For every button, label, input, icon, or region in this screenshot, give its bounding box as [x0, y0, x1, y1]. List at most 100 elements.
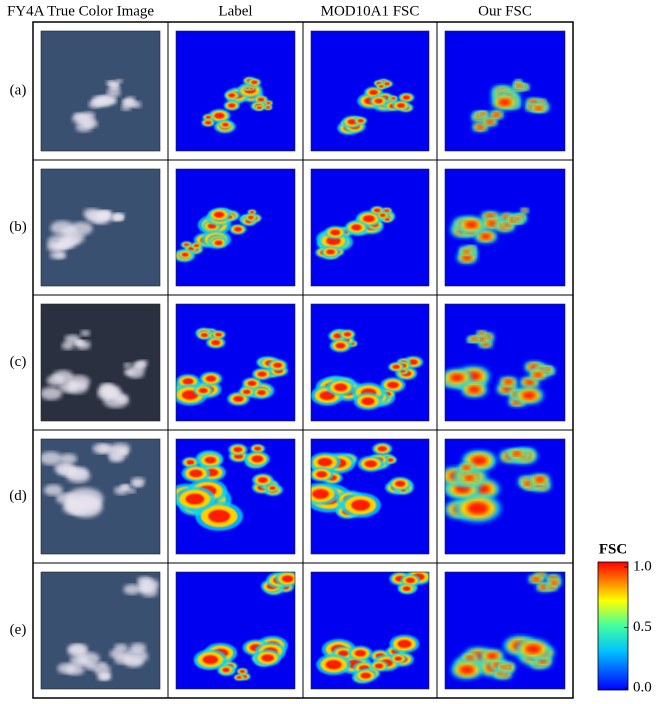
fsc-core: [186, 460, 194, 465]
fsc-map: [441, 304, 565, 421]
fsc-core: [358, 119, 364, 123]
fsc-core: [266, 106, 270, 108]
snow-cover: [123, 363, 132, 368]
fsc-core: [378, 446, 387, 451]
image-content: [445, 169, 565, 286]
fsc-core: [199, 388, 208, 393]
fsc-core: [344, 332, 351, 336]
fsc-core: [201, 333, 208, 337]
fsc-core: [251, 80, 257, 84]
snow-cover: [44, 484, 63, 495]
fsc-core: [206, 376, 216, 382]
image-content: [40, 439, 160, 554]
row-label: (c): [10, 354, 27, 370]
fsc-core: [471, 337, 477, 341]
fsc-core: [459, 666, 474, 675]
image-background: [445, 304, 565, 421]
fsc-core: [211, 340, 220, 345]
colorbar-title: FSC: [599, 541, 627, 557]
fsc-core: [476, 125, 484, 130]
fsc-core: [387, 382, 399, 389]
fsc-core: [254, 447, 261, 451]
snow-cover: [116, 79, 123, 83]
fsc-core: [237, 676, 242, 679]
fsc-core: [186, 494, 205, 505]
fsc-core: [316, 471, 327, 477]
column-header: MOD10A1 FSC: [321, 3, 420, 19]
fsc-core: [228, 103, 236, 107]
fsc-core: [233, 447, 242, 452]
fsc-core: [398, 640, 412, 648]
row-label: (b): [9, 219, 27, 235]
image-grid: [33, 22, 573, 698]
snow-cover: [85, 662, 99, 670]
fsc-core: [463, 250, 469, 254]
fsc-core: [375, 99, 383, 104]
fsc-map: [445, 169, 565, 286]
true-color-image: [40, 304, 160, 421]
snow-cover: [58, 465, 78, 477]
fsc-core: [479, 332, 484, 335]
fsc-map: [311, 304, 429, 421]
fsc-core: [545, 367, 550, 370]
fsc-core: [215, 241, 223, 246]
fsc-core: [532, 577, 540, 582]
fsc-core: [493, 113, 500, 117]
fsc-core: [380, 214, 386, 217]
fsc-core: [535, 106, 543, 110]
fsc-core: [468, 386, 481, 393]
true-color-image: [41, 31, 160, 151]
image-content: [41, 169, 160, 286]
fsc-core: [214, 113, 224, 119]
fsc-core: [481, 112, 486, 115]
fsc-core: [203, 655, 218, 664]
figure: FSC 1.00.50.0 FY4A True Color ImageLabel…: [0, 0, 656, 704]
snow-cover: [134, 361, 145, 368]
row-label: (a): [10, 82, 27, 98]
image-content: [41, 31, 160, 151]
snow-cover: [74, 113, 85, 120]
fsc-core: [403, 586, 411, 591]
snow-cover: [131, 477, 145, 485]
fsc-core: [351, 224, 361, 230]
fsc-map: [173, 304, 295, 421]
fsc-core: [363, 215, 375, 222]
snow-cover: [111, 214, 123, 221]
true-color-image: [41, 572, 160, 689]
fsc-core: [189, 470, 202, 478]
fsc-core: [466, 656, 474, 661]
snow-cover: [76, 122, 93, 132]
fsc-core: [361, 397, 374, 405]
snow-cover: [101, 210, 113, 217]
fsc-core: [248, 381, 257, 386]
fsc-core: [397, 103, 405, 108]
true-color-image: [41, 169, 160, 286]
image-background: [41, 31, 160, 151]
snow-cover: [53, 370, 74, 382]
fsc-core: [318, 458, 333, 466]
snow-cover: [59, 240, 74, 249]
image-content: [311, 304, 429, 421]
snow-cover: [80, 330, 90, 336]
image-content: [311, 169, 429, 286]
fsc-core: [233, 396, 243, 402]
row-label: (d): [9, 488, 27, 504]
colorbar-tick-label: 1.0: [633, 558, 652, 574]
fsc-core: [205, 121, 211, 125]
image-content: [445, 571, 565, 689]
fsc-core: [395, 481, 405, 487]
image-content: [311, 569, 432, 689]
colorbar-scale: [598, 562, 628, 690]
fsc-core: [215, 333, 222, 337]
snow-cover: [40, 452, 62, 465]
snow-cover: [47, 243, 61, 252]
fsc-core: [403, 95, 410, 99]
snow-cover: [106, 97, 117, 103]
image-content: [311, 31, 429, 151]
fsc-core: [393, 365, 400, 369]
fsc-core: [487, 653, 498, 660]
fsc-core: [326, 660, 342, 669]
fsc-core: [392, 97, 396, 99]
fsc-core: [551, 581, 558, 585]
fsc-core: [355, 650, 366, 657]
